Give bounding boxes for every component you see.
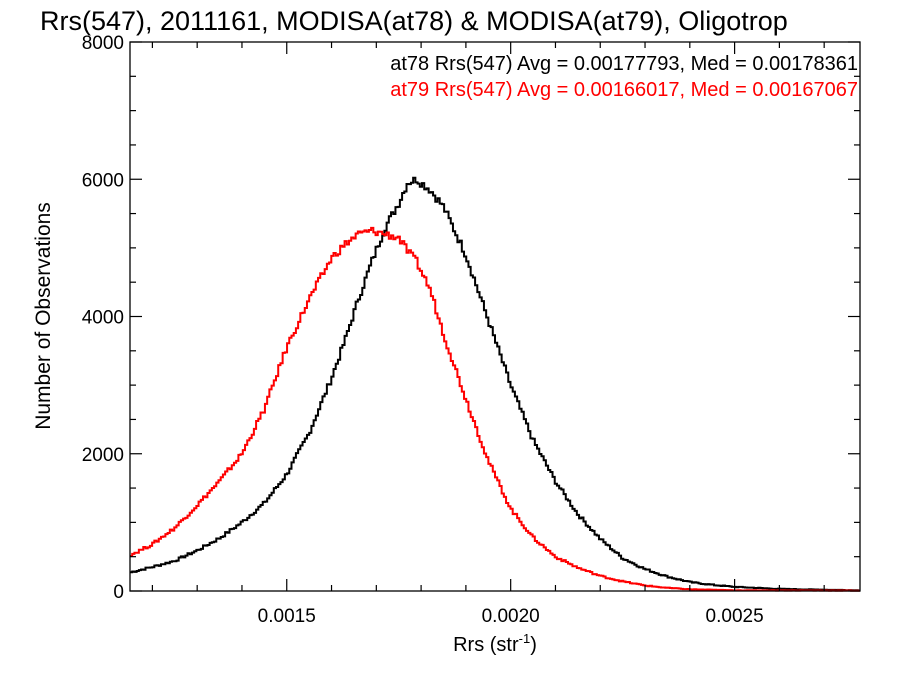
x-axis-label-close: ) xyxy=(530,634,537,656)
data-layer xyxy=(130,176,860,592)
y-tick-label: 0 xyxy=(113,582,124,603)
x-axis-label-main: Rrs (str xyxy=(453,634,519,656)
y-axis: 0 2000 4000 6000 8000 xyxy=(82,33,860,603)
x-tick-label: 0.0020 xyxy=(482,606,540,627)
x-tick-label: 0.0025 xyxy=(706,606,764,627)
y-tick-label: 2000 xyxy=(82,445,124,466)
y-tick-label: 6000 xyxy=(82,170,124,191)
x-tick-label: 0.0015 xyxy=(258,606,316,627)
histogram-series-at79 xyxy=(130,226,860,592)
y-tick-label: 4000 xyxy=(82,308,124,329)
histogram-series-at78 xyxy=(130,176,860,592)
x-axis: 0.0015 0.0020 0.0025 xyxy=(151,42,825,627)
legend-entry-at78: at78 Rrs(547) Avg = 0.00177793, Med = 0.… xyxy=(390,53,858,75)
plot-frame xyxy=(129,41,861,592)
chart-title: Rrs(547), 2011161, MODISA(at78) & MODISA… xyxy=(40,6,788,36)
y-tick-label: 8000 xyxy=(82,33,124,54)
y-axis-label: Number of Observations xyxy=(32,202,55,430)
x-axis-label-superscript: -1 xyxy=(519,631,531,646)
legend-stats: at78 Rrs(547) Avg = 0.00177793, Med = 0.… xyxy=(390,53,858,101)
x-axis-label: Rrs (str-1) xyxy=(453,631,537,656)
legend-entry-at79: at79 Rrs(547) Avg = 0.00166017, Med = 0.… xyxy=(390,79,858,101)
